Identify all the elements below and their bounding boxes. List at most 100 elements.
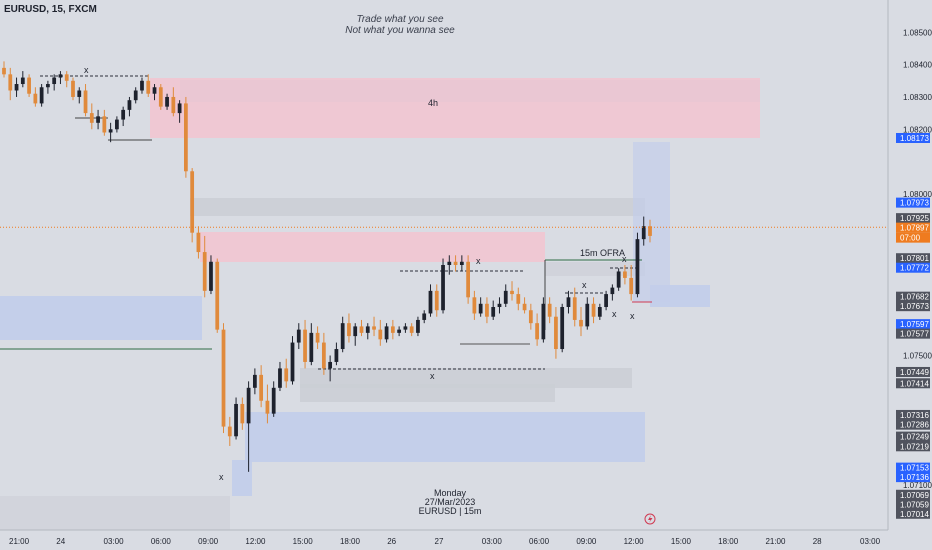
candle	[309, 323, 314, 366]
candle	[196, 226, 201, 259]
price-badge-label: 1.07059	[900, 500, 929, 509]
demand-zone-right-small	[650, 285, 710, 307]
x-mark: x	[622, 254, 627, 264]
candle	[497, 297, 502, 314]
candle	[158, 84, 163, 110]
candle	[52, 74, 57, 91]
x-mark: x	[612, 309, 617, 319]
candle	[635, 232, 640, 298]
price-badge: 1.07059	[896, 499, 930, 510]
time-axis	[0, 529, 932, 550]
candle	[597, 303, 602, 320]
candle	[585, 297, 590, 330]
candle	[378, 319, 383, 346]
candle	[453, 255, 458, 272]
x-tick-label: 21:00	[9, 537, 30, 546]
candle	[629, 265, 634, 301]
x-tick-label: 12:00	[624, 537, 645, 546]
candle	[466, 255, 470, 304]
candle	[428, 284, 433, 317]
watermark-line-2: Not what you wanna see	[345, 25, 455, 36]
candle	[579, 307, 583, 337]
flash-icon[interactable]	[644, 513, 656, 525]
candle	[365, 323, 370, 340]
candle	[240, 397, 245, 430]
x-tick-label: 03:00	[860, 537, 881, 546]
price-badge-label: 1.07069	[900, 491, 929, 500]
candle	[278, 361, 282, 392]
price-badge-label: 1.07286	[900, 421, 929, 430]
price-badge-label: 1.07449	[900, 368, 929, 377]
candle	[547, 297, 552, 324]
price-badge-label: 1.07136	[900, 473, 929, 482]
candle	[209, 255, 213, 295]
candle	[259, 365, 264, 408]
y-ticks-layer: 1.08500 1.08400 1.08300 1.08200 1.08000 1.075…	[903, 28, 932, 489]
price-badge-label: 1.07219	[900, 442, 929, 451]
x-tick-label: 24	[56, 537, 65, 546]
y-tick-label: 1.08200	[903, 125, 932, 134]
price-badge: 1.08173	[896, 132, 930, 143]
x-mark: x	[476, 256, 481, 266]
candle	[604, 290, 608, 311]
candle	[334, 342, 339, 366]
text-annotations: 4h 15m OFRA x x x x x x x x	[84, 65, 635, 482]
candle	[8, 67, 13, 101]
candle	[472, 290, 477, 320]
x-tick-label: 09:00	[198, 537, 219, 546]
y-tick-label: 1.08500	[903, 28, 932, 37]
candle	[221, 323, 226, 434]
candle	[478, 297, 483, 317]
footer-symbol-tf: EURUSD | 15m	[418, 506, 482, 516]
x-tick-label: 03:00	[482, 537, 503, 546]
candle	[321, 332, 326, 375]
candle	[39, 84, 44, 107]
label-4h: 4h	[428, 98, 438, 108]
candle	[434, 284, 439, 317]
candle	[20, 71, 25, 88]
candle	[77, 87, 82, 104]
candle	[554, 307, 558, 359]
candle	[89, 103, 94, 130]
candle	[303, 319, 307, 369]
candle	[227, 416, 232, 446]
y-tick-label: 1.07100	[903, 481, 932, 490]
price-badge-label: 1.07772	[900, 264, 929, 273]
price-badge: 1.07772	[896, 262, 930, 273]
candle	[503, 284, 508, 308]
candle	[359, 319, 364, 337]
candle	[171, 87, 176, 117]
candle	[566, 290, 571, 314]
candle	[184, 96, 188, 178]
price-badge: 1.07973	[896, 197, 930, 208]
candle	[14, 77, 19, 97]
price-badge-label: 1.08173	[900, 134, 929, 143]
candle	[491, 300, 496, 320]
candle	[347, 313, 351, 343]
price-badge: 1.07069	[896, 489, 930, 500]
candle	[541, 297, 546, 343]
x-mark: x	[630, 311, 635, 321]
demand-zone-bottom	[245, 412, 645, 462]
price-badge: 1.07925	[896, 213, 930, 224]
x-tick-label: 09:00	[576, 537, 597, 546]
x-tick-label: 15:00	[671, 537, 692, 546]
candle	[616, 268, 621, 291]
x-tick-label: 28	[813, 537, 822, 546]
candle	[252, 368, 257, 395]
candle	[397, 326, 402, 337]
x-mark: x	[84, 65, 89, 75]
price-badge-label: 1.07414	[900, 379, 929, 388]
candle	[108, 122, 113, 143]
annotation-lines	[0, 75, 652, 370]
x-tick-label: 21:00	[765, 537, 786, 546]
candle	[535, 313, 539, 346]
x-tick-label: 27	[435, 537, 444, 546]
candle	[202, 235, 207, 298]
symbol-title[interactable]: EURUSD, 15, FXCM	[4, 4, 97, 15]
candle	[146, 74, 151, 97]
x-tick-label: 12:00	[245, 537, 266, 546]
candle	[528, 303, 533, 330]
